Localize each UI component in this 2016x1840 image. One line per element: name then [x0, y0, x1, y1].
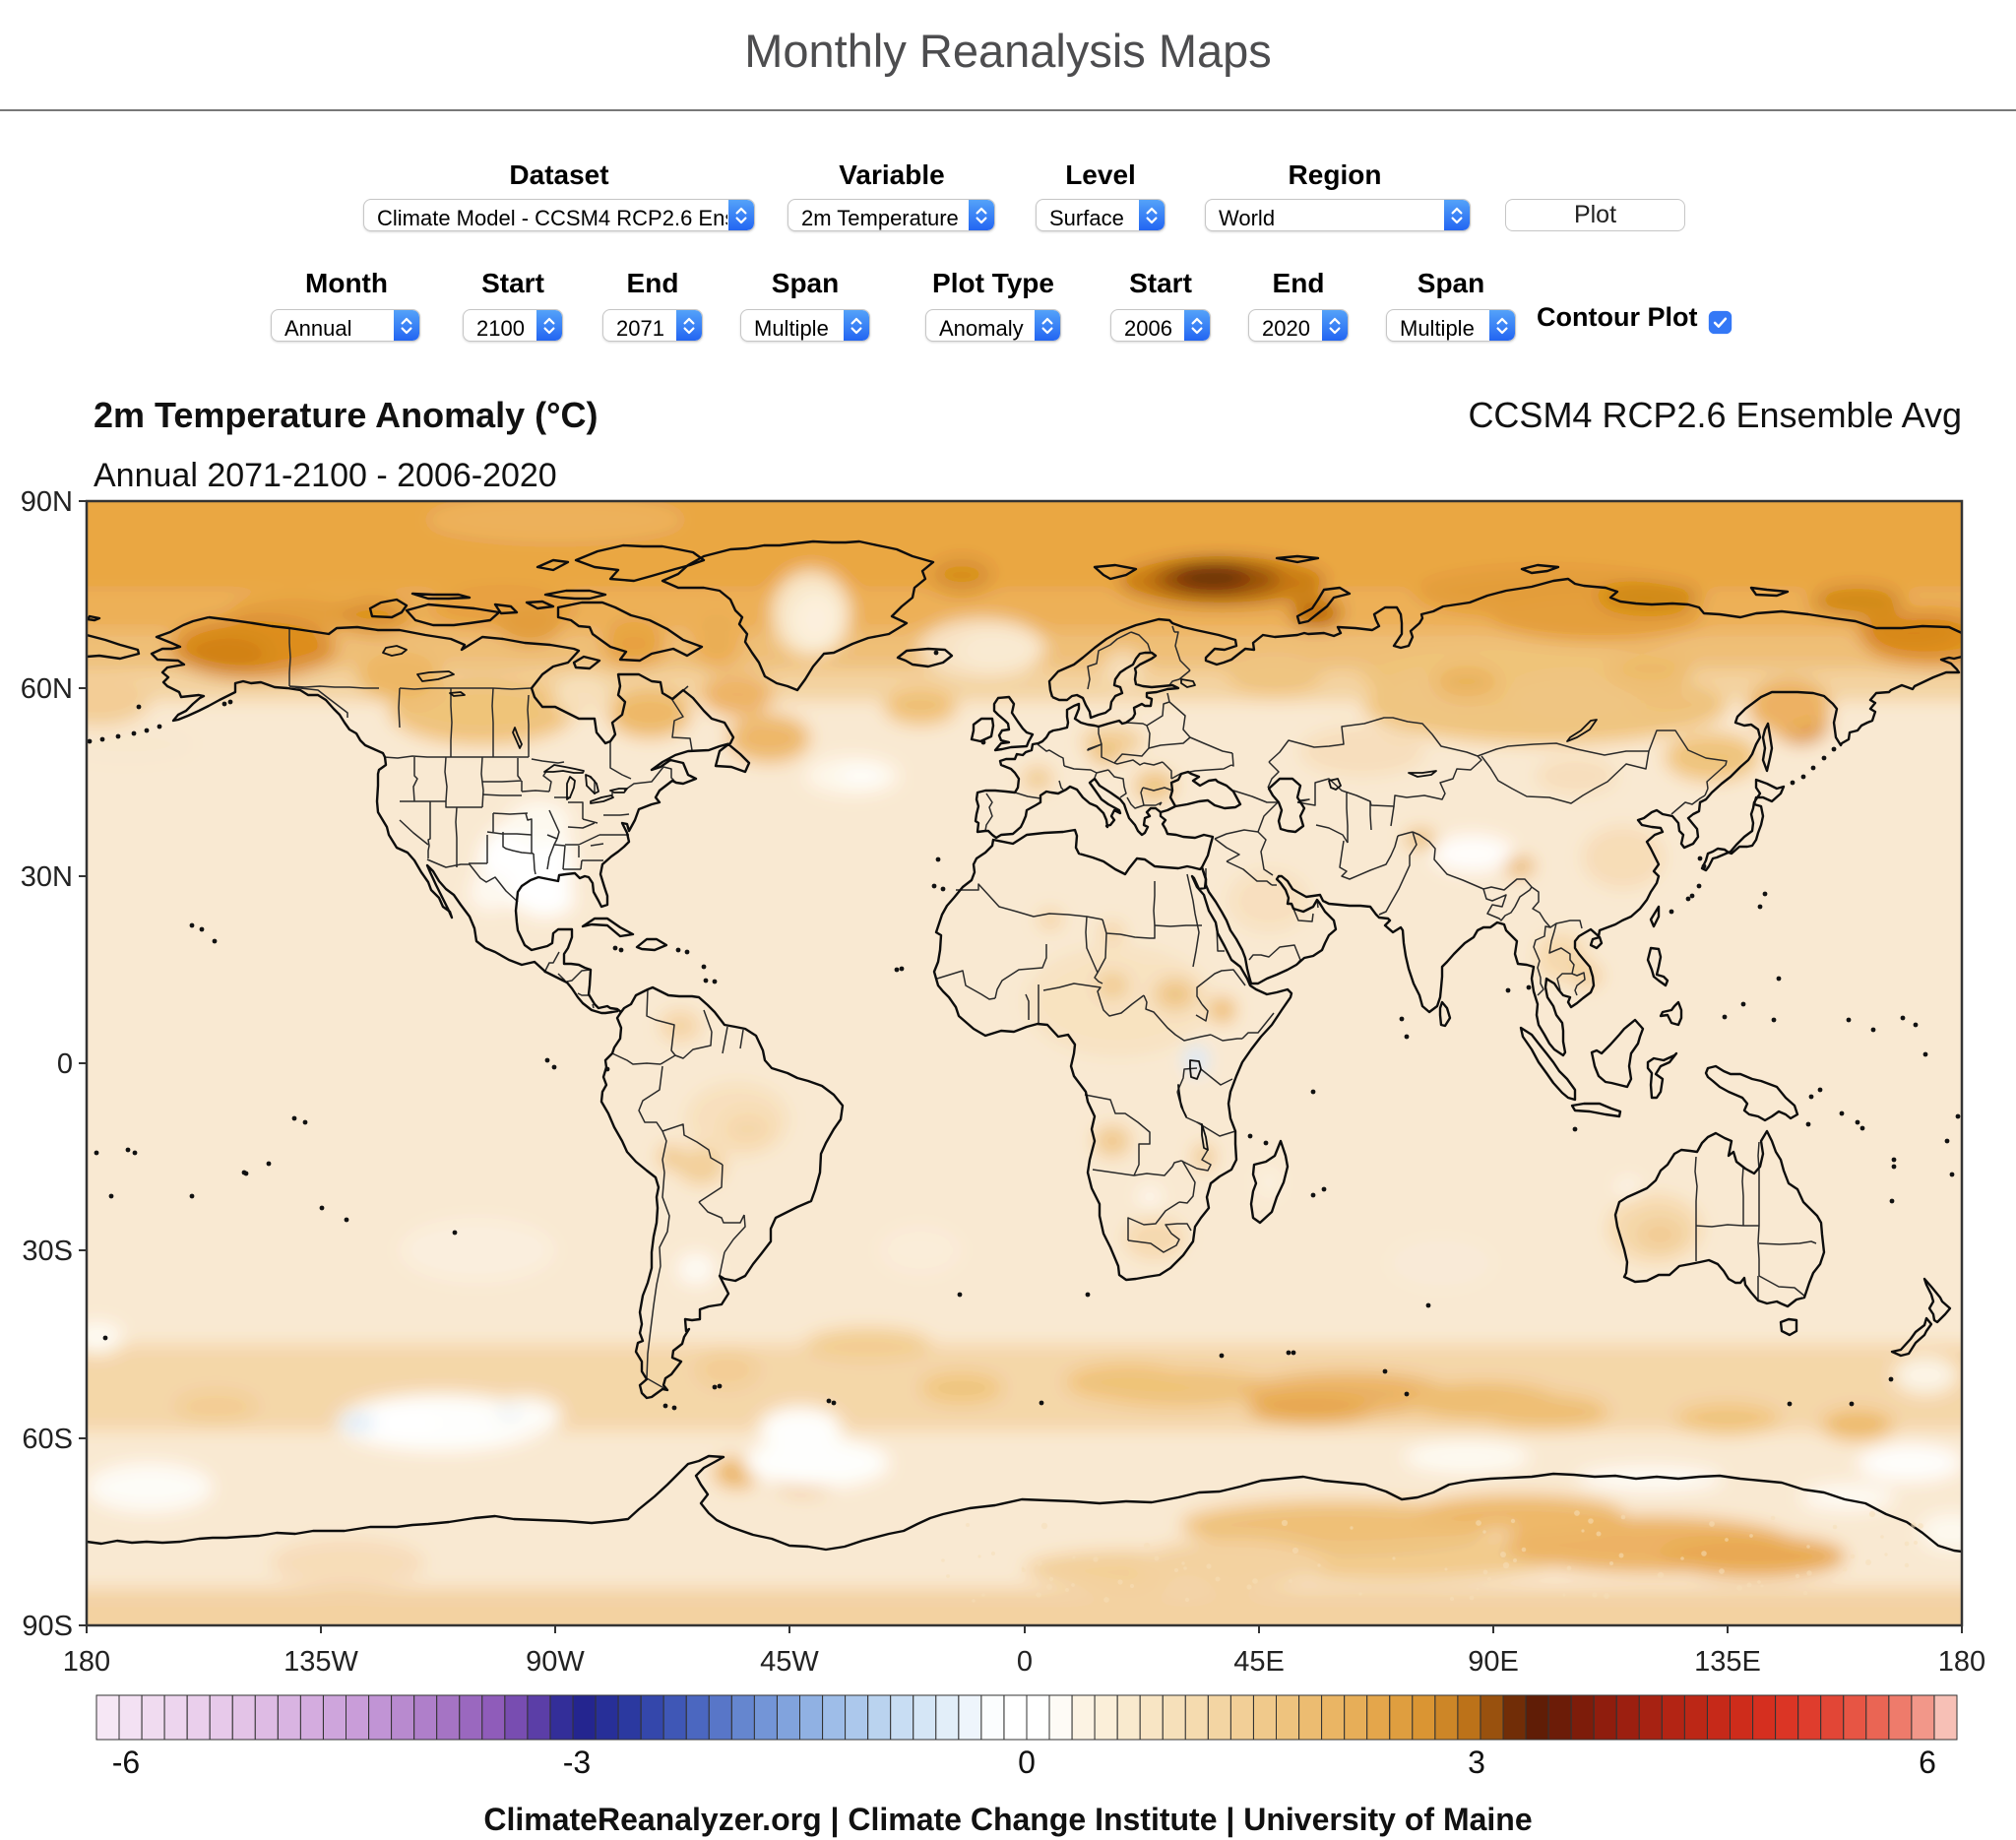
svg-text:0: 0 [57, 1048, 73, 1080]
svg-text:-3: -3 [563, 1745, 591, 1780]
svg-text:60N: 60N [21, 673, 73, 705]
svg-text:-6: -6 [112, 1745, 140, 1780]
svg-text:0: 0 [1017, 1646, 1033, 1678]
svg-text:Annual 2071-2100 - 2006-2020: Annual 2071-2100 - 2006-2020 [94, 457, 557, 494]
svg-text:180: 180 [1938, 1646, 1985, 1678]
svg-text:ClimateReanalyzer.org | Climat: ClimateReanalyzer.org | Climate Change I… [483, 1802, 1532, 1837]
svg-text:90N: 90N [21, 486, 73, 518]
svg-text:60S: 60S [22, 1424, 73, 1455]
svg-text:90E: 90E [1468, 1646, 1519, 1678]
svg-text:90W: 90W [526, 1646, 585, 1678]
svg-text:45W: 45W [760, 1646, 819, 1678]
svg-text:2m Temperature Anomaly (°C): 2m Temperature Anomaly (°C) [94, 395, 598, 435]
svg-text:30N: 30N [21, 861, 73, 893]
svg-text:180: 180 [63, 1646, 110, 1678]
svg-text:135W: 135W [284, 1646, 358, 1678]
svg-text:135E: 135E [1694, 1646, 1761, 1678]
svg-text:90S: 90S [22, 1611, 73, 1642]
svg-text:3: 3 [1468, 1745, 1485, 1780]
svg-text:CCSM4 RCP2.6 Ensemble Avg: CCSM4 RCP2.6 Ensemble Avg [1468, 395, 1962, 435]
svg-text:0: 0 [1018, 1745, 1036, 1780]
svg-text:45E: 45E [1233, 1646, 1285, 1678]
svg-text:30S: 30S [22, 1236, 73, 1267]
svg-text:6: 6 [1919, 1745, 1936, 1780]
